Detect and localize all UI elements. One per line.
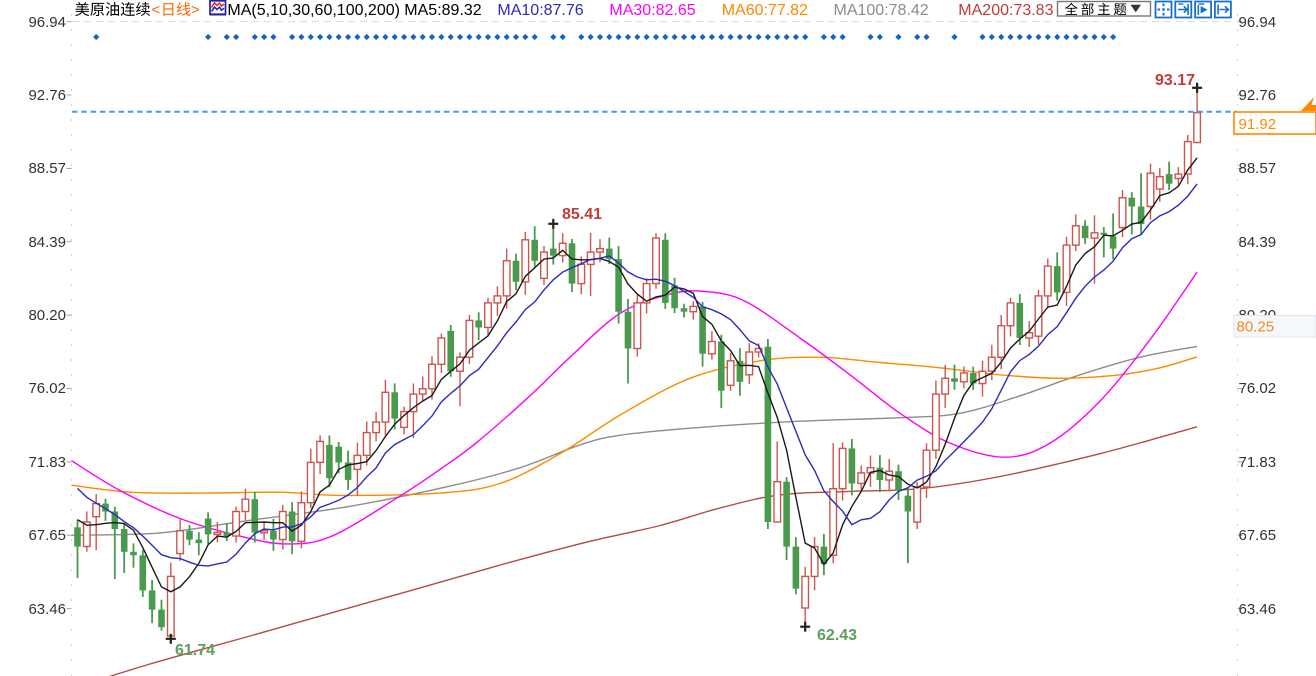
svg-text:MA(5,10,30,60,100,200): MA(5,10,30,60,100,200) [227, 2, 400, 19]
svg-text:91.92: 91.92 [1239, 116, 1277, 133]
svg-text:76.02: 76.02 [28, 380, 66, 397]
svg-text:71.83: 71.83 [28, 454, 66, 471]
svg-text:80.20: 80.20 [28, 307, 66, 324]
svg-text:MA10:87.76: MA10:87.76 [497, 2, 583, 19]
svg-text:61.74: 61.74 [175, 642, 215, 659]
svg-text:84.39: 84.39 [1239, 234, 1277, 251]
svg-text:62.43: 62.43 [817, 627, 857, 644]
svg-text:MA5:89.32: MA5:89.32 [404, 2, 481, 19]
svg-text:80.25: 80.25 [1237, 319, 1275, 336]
svg-text:67.65: 67.65 [1239, 527, 1277, 544]
svg-text:MA60:77.82: MA60:77.82 [722, 2, 808, 19]
svg-text:71.83: 71.83 [1239, 454, 1277, 471]
svg-text:MA200:73.83: MA200:73.83 [958, 2, 1053, 19]
svg-text:MA100:78.42: MA100:78.42 [834, 2, 929, 19]
svg-text:84.39: 84.39 [28, 234, 66, 251]
svg-text:67.65: 67.65 [28, 527, 66, 544]
svg-text:63.46: 63.46 [28, 601, 66, 618]
svg-text:88.57: 88.57 [1239, 160, 1277, 177]
svg-text:76.02: 76.02 [1239, 380, 1277, 397]
svg-text:<: < [152, 2, 161, 19]
svg-text:>: > [191, 2, 200, 19]
svg-text:92.76: 92.76 [28, 87, 66, 104]
svg-text:63.46: 63.46 [1239, 601, 1277, 618]
svg-text:88.57: 88.57 [28, 160, 66, 177]
svg-text:96.94: 96.94 [28, 14, 66, 31]
svg-text:MA30:82.65: MA30:82.65 [609, 2, 695, 19]
svg-text:93.17: 93.17 [1155, 72, 1195, 89]
svg-text:96.94: 96.94 [1239, 14, 1277, 31]
svg-text:85.41: 85.41 [562, 206, 602, 223]
svg-text:92.76: 92.76 [1239, 87, 1277, 104]
